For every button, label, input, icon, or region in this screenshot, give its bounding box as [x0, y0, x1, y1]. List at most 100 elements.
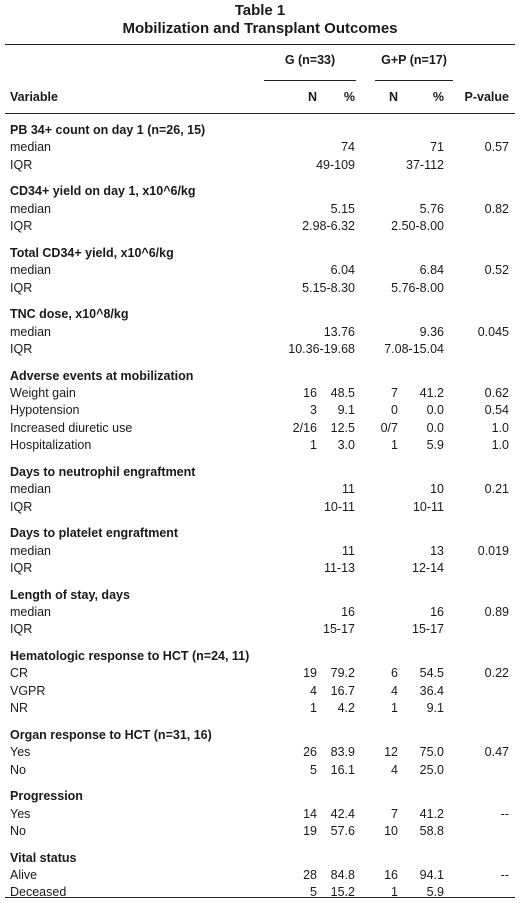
table-cell: 9.1: [337, 403, 355, 418]
table-cell: 19: [303, 666, 317, 681]
row-label: median: [10, 201, 51, 216]
table-cell: 0.62: [484, 386, 509, 400]
table-cell: 6.04: [330, 263, 355, 278]
table-cell: 12.5: [330, 420, 355, 435]
table-number: Table 1: [234, 2, 286, 19]
row-label: Weight gain: [10, 386, 76, 400]
row-label: Yes: [10, 806, 31, 821]
table-cell: 0.045: [477, 324, 509, 339]
table-cell: 1: [310, 438, 317, 453]
table-cell: 1: [391, 885, 398, 900]
table-cell: 5.9: [426, 438, 444, 453]
table-cell: 48.5: [330, 386, 355, 400]
table-cell: 0.21: [484, 482, 509, 497]
table-cell: 12: [384, 745, 398, 760]
table-cell: --: [500, 806, 509, 821]
column-header: %: [343, 90, 355, 104]
table-cell: 15-17: [323, 622, 355, 637]
table-cell: 5: [310, 762, 317, 777]
table-cell: 0/7: [380, 420, 398, 435]
table-cell: 7: [391, 386, 398, 400]
row-label: median: [10, 543, 51, 558]
table-cell: 16.7: [330, 683, 355, 698]
row-label: IQR: [10, 499, 33, 514]
table-cell: 4: [391, 762, 398, 777]
row-label: VGPR: [10, 683, 46, 698]
row-label: CR: [10, 666, 29, 681]
table-cell: 9.36: [419, 324, 444, 339]
table-cell: 0.019: [477, 543, 509, 558]
section-heading: Organ response to HCT (n=31, 16): [10, 727, 212, 742]
table-cell: 74: [341, 140, 355, 155]
table-cell: 0.52: [484, 263, 509, 278]
table-cell: 16: [384, 868, 398, 882]
table-cell: 3.0: [337, 438, 355, 453]
table-cell: 2.98-6.32: [302, 219, 355, 234]
table-cell: 36.4: [419, 683, 444, 698]
table-cell: 10-11: [323, 499, 355, 514]
table-cell: 13.76: [323, 324, 355, 339]
table-cell: 16: [341, 605, 355, 619]
row-label: median: [10, 482, 51, 497]
table-cell: 42.4: [330, 806, 355, 821]
row-label: IQR: [10, 157, 33, 172]
table-cell: 1: [391, 701, 398, 716]
row-label: Deceased: [10, 885, 67, 900]
column-header: N: [307, 90, 317, 104]
table-cell: 7.08-15.04: [384, 342, 444, 356]
table-cell: 5: [310, 885, 317, 900]
section-heading: CD34+ yield on day 1, x10^6/kg: [10, 184, 196, 199]
section-heading: Progression: [10, 789, 83, 804]
row-label: median: [10, 605, 51, 619]
table-cell: 4: [310, 683, 317, 698]
row-label: No: [10, 762, 26, 777]
table-cell: 0.89: [484, 605, 509, 619]
table-cell: 1.0: [491, 420, 509, 435]
table-cell: 5.9: [426, 885, 444, 900]
section-heading: Hematologic response to HCT (n=24, 11): [10, 649, 250, 663]
table-cell: 6: [391, 666, 398, 681]
table-cell: 71: [430, 140, 444, 155]
table-cell: 16.1: [330, 762, 355, 777]
table-cell: 3: [310, 403, 317, 418]
row-label: No: [10, 824, 26, 838]
table-cell: 10.36-19.68: [288, 342, 355, 356]
table-cell: 10: [384, 824, 398, 838]
table-cell: 10-11: [412, 499, 444, 514]
table-cell: 16: [303, 386, 317, 400]
table-cell: 5.15: [330, 201, 355, 216]
table-cell: 5.76-8.00: [391, 280, 444, 295]
column-header: P-value: [464, 90, 509, 104]
row-label: IQR: [10, 342, 33, 356]
column-header: N: [388, 90, 398, 104]
section-heading: Days to platelet engraftment: [10, 526, 179, 541]
column-header: %: [432, 90, 444, 104]
table-cell: 5.15-8.30: [302, 280, 355, 295]
table-title: Mobilization and Transplant Outcomes: [122, 20, 398, 37]
section-heading: Days to neutrophil engraftment: [10, 464, 196, 479]
header-rule: [5, 113, 515, 114]
table-cell: 83.9: [330, 745, 355, 760]
table-cell: 14: [303, 806, 317, 821]
table-cell: 0.57: [484, 140, 509, 155]
table-cell: 9.1: [426, 701, 444, 716]
row-label: Hospitalization: [10, 438, 92, 453]
table-cell: 94.1: [419, 868, 444, 882]
table-cell: 10: [430, 482, 444, 497]
table-cell: 4.2: [337, 701, 355, 716]
table-cell: 57.6: [330, 824, 355, 838]
table-cell: 4: [391, 683, 398, 698]
section-heading: Total CD34+ yield, x10^6/kg: [10, 245, 174, 260]
group-rule-gp: [375, 80, 453, 81]
table-cell: 6.84: [419, 263, 444, 278]
table-cell: 0.22: [484, 666, 509, 681]
row-label: Hypotension: [10, 403, 80, 418]
row-label: median: [10, 324, 51, 339]
table-cell: 37-112: [406, 157, 444, 172]
table-cell: 0.47: [484, 745, 509, 760]
table-cell: 0: [391, 403, 398, 418]
group-header-gp: G+P (n=17): [381, 53, 447, 67]
table-cell: 28: [303, 868, 317, 882]
group-header-g: G (n=33): [284, 53, 336, 67]
